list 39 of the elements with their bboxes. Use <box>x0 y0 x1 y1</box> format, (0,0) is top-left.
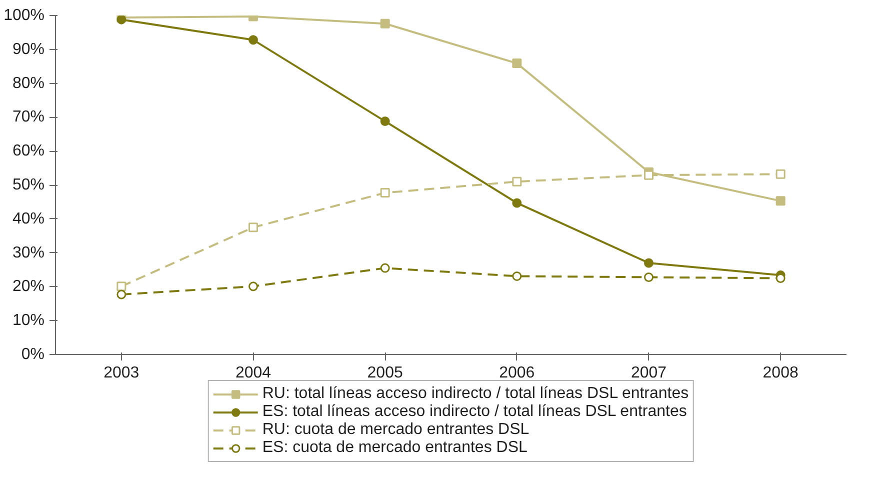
point <box>380 263 390 273</box>
point <box>512 58 522 68</box>
y-tick-label: 50% <box>12 176 45 194</box>
x-tick-label: 2008 <box>762 364 798 382</box>
point <box>116 282 126 292</box>
y-tick-label: 100% <box>4 7 44 24</box>
y-tick-label: 30% <box>12 244 45 262</box>
point <box>644 272 654 282</box>
y-tick-label: 10% <box>12 312 45 330</box>
point <box>116 290 126 300</box>
y-tick-label: 0% <box>21 346 44 363</box>
legend-label: ES: cuota de mercado entrantes DSL <box>262 439 528 457</box>
point <box>380 116 390 126</box>
point <box>512 198 522 208</box>
point <box>380 18 390 28</box>
x-tick-label: 2006 <box>499 364 535 382</box>
y-tick-label: 80% <box>12 74 45 92</box>
y-tick-label: 70% <box>12 108 45 126</box>
point <box>380 188 390 198</box>
point <box>776 169 786 179</box>
point <box>512 271 522 281</box>
x-tick-label: 2004 <box>235 364 272 382</box>
point <box>776 196 786 206</box>
point <box>644 170 654 180</box>
legend-label: RU: total líneas acceso indirecto / total líneas DSL entrantes <box>262 385 689 403</box>
legend-label: ES: total líneas acceso indirecto / total líneas DSL entrantes <box>262 403 687 421</box>
legend-label: RU: cuota de mercado entrantes DSL <box>262 421 530 439</box>
point <box>248 282 258 292</box>
x-tick-label: 2007 <box>630 364 667 382</box>
y-tick-label: 20% <box>12 278 45 296</box>
x-tick-label: 2003 <box>104 364 140 382</box>
point <box>644 258 654 268</box>
point <box>248 222 258 232</box>
y-tick-label: 60% <box>12 142 45 160</box>
y-tick-label: 40% <box>12 210 45 228</box>
y-tick-label: 90% <box>12 40 45 58</box>
x-tick-label: 2005 <box>367 364 403 382</box>
point <box>512 176 522 186</box>
point <box>248 35 258 45</box>
